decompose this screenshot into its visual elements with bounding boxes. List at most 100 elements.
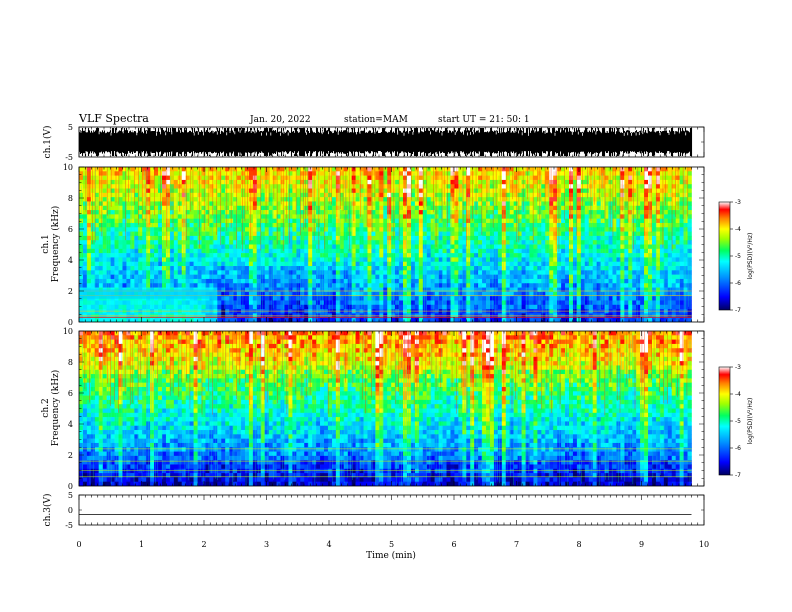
spectrogram-cell [624,235,629,241]
spectrogram-cell [513,274,518,280]
spectrogram-cell [687,283,692,288]
spectrogram-cell [410,171,416,176]
spectrogram-cell [355,197,360,202]
spectrogram-cell [406,296,412,301]
spectrogram-cell [604,248,609,254]
spectrogram-cell [596,197,601,202]
spectrogram-cell [640,205,645,211]
spectrogram-cell [165,192,171,198]
spectrogram-cell [343,296,349,301]
spectrogram-cell [446,227,451,232]
spectrogram-cell [201,171,206,176]
spectrogram-cell [256,214,262,219]
spectrogram-cell [165,257,171,263]
spectrogram-cell [308,287,313,293]
spectrogram-cell [300,296,305,301]
spectrogram-cell [102,201,107,207]
spectrogram-cell [537,214,542,219]
spectrogram-cell [165,235,171,241]
spectrogram-cell [466,222,471,228]
spectrogram-cell [553,231,558,237]
spectrogram-cell [308,300,313,306]
spectrogram-cell [663,175,669,181]
spectrogram-cell [161,222,167,228]
spectrogram-cell [403,201,408,207]
spectrogram-cell [308,210,313,215]
spectrogram-cell [300,248,305,254]
spectrogram-cell [150,214,155,219]
spectrogram-cell [312,222,317,228]
spectrogram-cell [181,266,186,271]
spectrogram-cell [458,248,463,254]
spectrogram-cell [470,210,475,215]
spectrogram-cell [422,218,428,224]
spectrogram-cell [644,274,649,280]
spectrogram-cell [268,184,273,189]
spectrogram-cell [497,171,503,176]
spectrogram-cell [426,197,431,202]
spectrogram-cell [430,205,435,211]
spectrogram-cell [422,235,428,241]
spectrogram-cell [651,253,657,258]
spectrogram-cell [426,270,431,275]
spectrogram-cell [636,244,641,250]
spectrogram-cell [592,244,597,250]
spectrogram-cell [426,184,431,189]
spectrogram-cell [304,201,309,207]
spectrogram-cell [478,171,483,176]
spectrogram-cell [482,300,487,306]
spectrogram-cell [505,274,511,280]
spectrogram-cell [489,257,495,263]
spectrogram-cell [252,184,258,189]
spectrogram-cell [90,192,96,198]
spectrogram-cell [683,201,688,207]
spectrogram-cell [339,184,345,189]
spectrogram-cell [343,257,349,263]
spectrogram-cell [248,266,254,271]
spectrogram-cell [406,240,412,245]
spectrogram-cell [359,287,364,293]
spectrogram-cell [659,253,665,258]
spectrogram-cell [367,167,372,172]
spectrogram-cell [320,188,325,194]
spectrogram-cell [252,201,258,207]
spectrogram-cell [418,300,424,306]
spectrogram-cell [648,296,653,301]
spectrogram-cell [493,201,499,207]
spectrogram-cell [288,201,293,207]
spectrogram-cell [632,266,637,271]
spectrogram-cell [201,175,206,181]
spectrogram-cell [86,304,92,310]
spectrogram-cell [434,214,439,219]
spectrogram-cell [572,274,578,280]
spectrogram-cell [450,296,455,301]
spectrogram-cell [624,244,629,250]
spectrogram-cell [367,179,372,185]
spectrogram-cell [430,270,435,275]
spectrogram-cell [331,270,337,275]
spectrogram-cell [82,300,88,306]
spectrogram-cell [529,205,534,211]
spectrogram-cell [268,227,273,232]
spectrogram-cell [260,287,266,293]
spectrogram-cell [387,287,392,293]
spectrogram-cell [233,222,238,228]
spectrogram-cell [331,205,337,211]
spectrogram-cell [233,184,238,189]
spectrogram-cell [90,188,96,194]
spectrogram-cell [244,167,250,172]
spectrogram-cell [628,283,633,288]
spectrogram-cell [296,201,301,207]
spectrogram-cell [569,188,574,194]
spectrogram-cell [308,248,313,254]
spectrogram-cell [233,231,238,237]
spectrogram-cell [213,235,218,241]
spectrogram-cell [122,179,127,185]
spectrogram-cell [636,261,641,267]
spectrogram-cell [410,300,416,306]
spectrogram-cell [221,283,226,288]
spectrogram-cell [580,222,586,228]
spectrogram-cell [422,188,428,194]
spectrogram-cell [363,188,368,194]
spectrogram-cell [651,184,657,189]
